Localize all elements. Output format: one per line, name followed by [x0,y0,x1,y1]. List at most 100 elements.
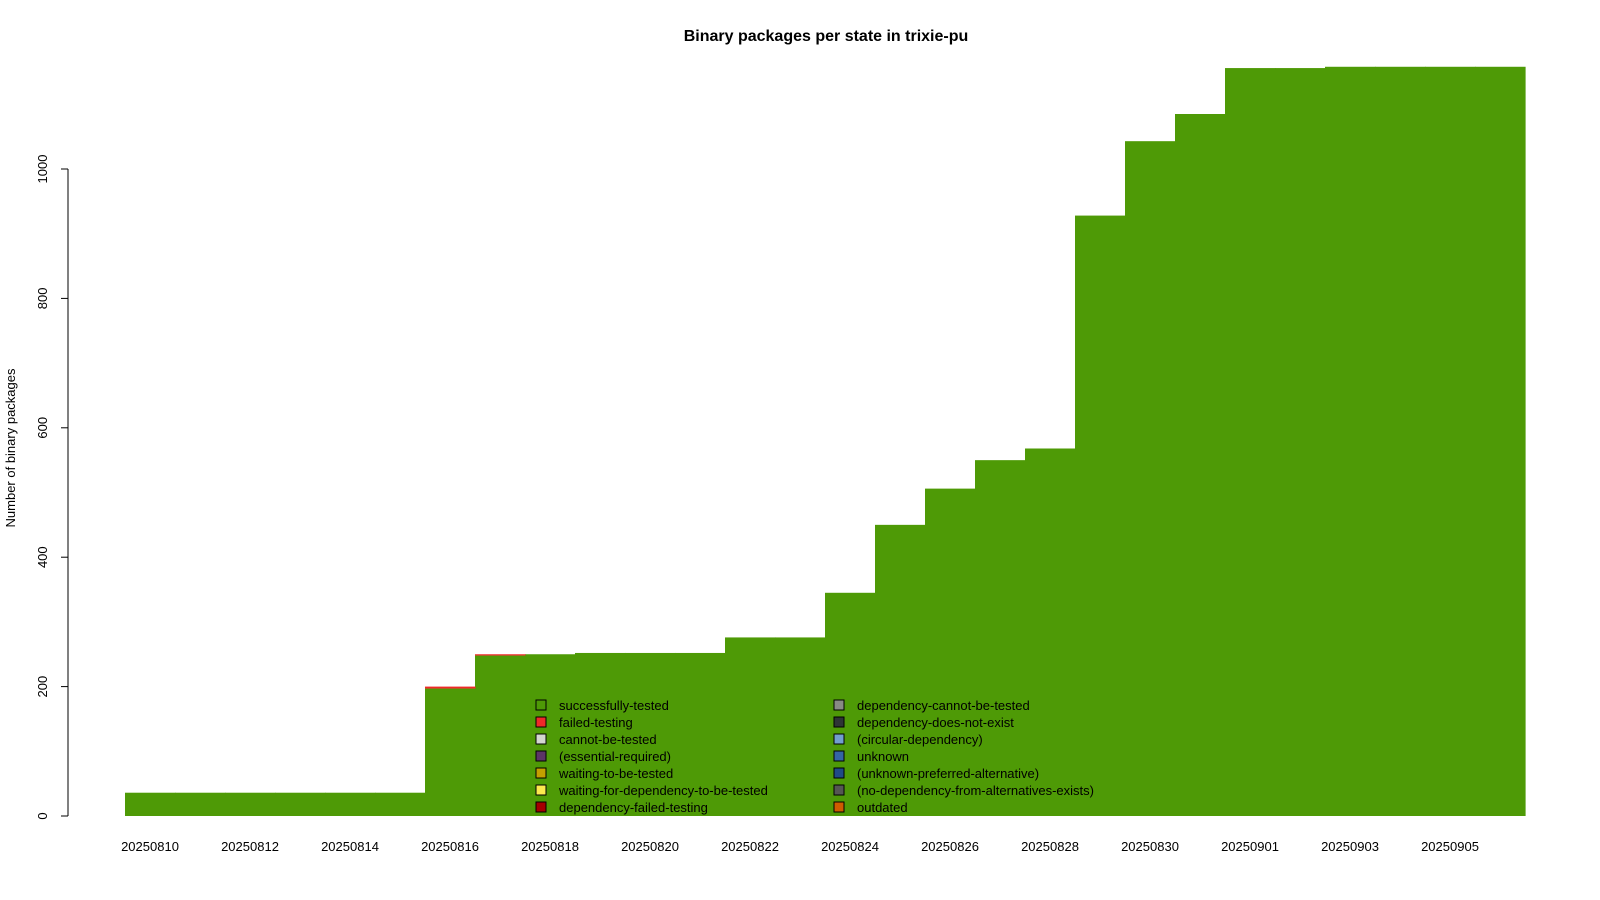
chart-title: Binary packages per state in trixie-pu [684,28,969,45]
legend-swatch [535,699,547,711]
y-tick-label: 1000 [35,155,50,184]
legend-label: dependency-cannot-be-tested [857,698,1030,713]
x-tick-label: 20250818 [521,839,579,854]
legend-label: unknown [857,749,909,764]
area-segment [125,792,176,816]
area-segment [675,652,726,816]
legend-item: successfully-tested [535,698,669,713]
area-segment [525,654,576,816]
y-tick-label: 0 [35,812,50,819]
x-tick-label: 20250816 [421,839,479,854]
legend-item: cannot-be-tested [535,732,657,747]
legend-label: outdated [857,800,908,815]
area-segment [575,652,626,816]
area-segment [475,655,526,816]
legend-item: dependency-failed-testing [535,800,708,815]
plot-area [125,66,1526,817]
legend-item: waiting-for-dependency-to-be-tested [535,783,768,798]
y-tick-label: 400 [35,546,50,568]
area-segment [225,792,276,816]
area-segment [325,792,376,816]
legend-label: dependency-does-not-exist [857,715,1014,730]
y-tick-label: 200 [35,676,50,698]
x-tick-label: 20250820 [621,839,679,854]
area-segment [375,792,426,816]
legend-item: failed-testing [535,715,633,730]
y-tick-label: 800 [35,288,50,310]
area-segment [1275,68,1326,817]
legend-item: (unknown-preferred-alternative) [833,766,1039,781]
area-segment [625,652,676,816]
legend-swatch [833,716,845,728]
x-tick-label: 20250903 [1321,839,1379,854]
legend-swatch [535,733,547,745]
legend: successfully-tested failed-testing cannot-… [535,698,1094,815]
area-segment [275,792,326,816]
legend-item: (no-dependency-from-alternatives-exists) [833,783,1094,798]
x-tick-label: 20250810 [121,839,179,854]
legend-label: failed-testing [559,715,633,730]
x-tick-label: 20250814 [321,839,379,854]
y-tick-label: 600 [35,417,50,439]
area-segment [425,688,476,816]
area-segment [475,654,526,656]
legend-swatch [535,750,547,762]
y-axis: 0 200 400 600 800 1000 [35,155,69,820]
legend-swatch [833,733,845,745]
series-1 [425,654,526,689]
legend-swatch [535,767,547,779]
x-tick-label: 20250822 [721,839,779,854]
legend-swatch [833,750,845,762]
x-tick-label: 20250826 [921,839,979,854]
legend-label: successfully-tested [559,698,669,713]
legend-swatch [833,801,845,813]
x-tick-label: 20250905 [1421,839,1479,854]
area-segment [1175,114,1226,816]
legend-label: waiting-to-be-tested [558,766,673,781]
legend-label: cannot-be-tested [559,732,657,747]
series-0 [125,66,1526,817]
legend-label: dependency-failed-testing [559,800,708,815]
y-axis-label: Number of binary packages [3,368,18,527]
area-segment [725,637,776,816]
area-segment [1125,141,1176,816]
legend-item: (circular-dependency) [833,732,983,747]
area-segment [425,686,476,689]
legend-label: waiting-for-dependency-to-be-tested [558,783,768,798]
area-segment [1425,66,1476,817]
x-tick-label: 20250812 [221,839,279,854]
area-segment [925,488,976,816]
legend-swatch [535,784,547,796]
area-segment [1075,215,1126,817]
x-axis: 20250810 20250812 20250814 20250816 20250818… [121,839,1479,854]
area-segment [775,637,826,816]
area-segment [1475,66,1526,817]
legend-item: outdated [833,800,908,815]
area-segment [875,524,926,816]
legend-item: waiting-to-be-tested [535,766,673,781]
legend-label: (unknown-preferred-alternative) [857,766,1039,781]
legend-swatch [535,716,547,728]
area-segment [1325,66,1376,817]
area-segment [975,460,1026,816]
x-tick-label: 20250828 [1021,839,1079,854]
x-tick-label: 20250824 [821,839,879,854]
area-segment [1225,68,1276,817]
legend-item: (essential-required) [535,749,671,764]
area-segment [1025,448,1076,816]
x-tick-label: 20250901 [1221,839,1279,854]
legend-label: (no-dependency-from-alternatives-exists) [857,783,1094,798]
legend-swatch [833,699,845,711]
legend-item: dependency-cannot-be-tested [833,698,1030,713]
x-tick-label: 20250830 [1121,839,1179,854]
legend-item: unknown [833,749,909,764]
legend-item: dependency-does-not-exist [833,715,1014,730]
area-segment [825,592,876,816]
legend-label: (essential-required) [559,749,671,764]
legend-swatch [833,784,845,796]
legend-swatch [535,801,547,813]
legend-label: (circular-dependency) [857,732,983,747]
area-segment [1375,66,1426,817]
area-segment [175,792,226,816]
